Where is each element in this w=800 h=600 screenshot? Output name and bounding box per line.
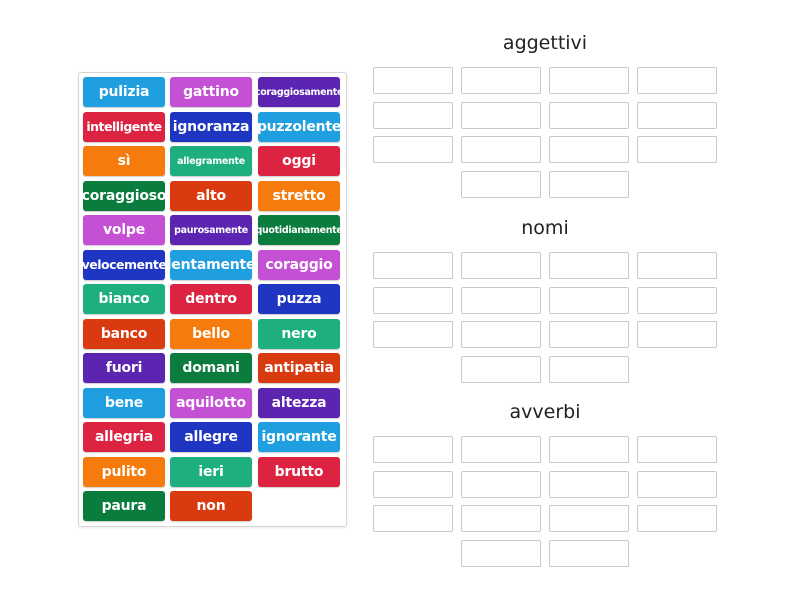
word-tile[interactable]: lentamente: [170, 249, 252, 280]
drop-slot[interactable]: [461, 252, 541, 279]
drop-slot[interactable]: [461, 286, 541, 314]
group-heading-aggettivi: aggettivi: [502, 32, 588, 54]
word-tile[interactable]: allegria: [83, 422, 165, 452]
word-tile[interactable]: gattino: [170, 77, 252, 107]
word-tile[interactable]: paura: [83, 491, 165, 521]
drop-slot[interactable]: [549, 539, 629, 567]
drop-slot[interactable]: [461, 355, 541, 383]
drop-slot[interactable]: [373, 321, 453, 348]
word-tile[interactable]: domani: [170, 353, 252, 383]
word-tile[interactable]: brutto: [258, 456, 340, 487]
drop-slot[interactable]: [637, 436, 717, 463]
word-tile[interactable]: volpe: [83, 215, 165, 245]
group-heading-avverbi: avverbi: [509, 401, 581, 423]
word-tile[interactable]: fuori: [83, 353, 165, 383]
word-tile[interactable]: non: [170, 491, 252, 521]
drop-slot[interactable]: [549, 436, 629, 463]
word-tile[interactable]: ignoranza: [170, 111, 252, 142]
drop-slot[interactable]: [549, 321, 629, 348]
word-tile[interactable]: ignorante: [258, 422, 340, 452]
drop-slot[interactable]: [549, 252, 629, 279]
word-tile[interactable]: paurosamente: [170, 215, 252, 245]
drop-slot[interactable]: [461, 321, 541, 348]
word-tile[interactable]: coraggioso: [83, 180, 165, 211]
word-tile[interactable]: coraggio: [258, 249, 340, 280]
word-tile[interactable]: nero: [258, 318, 340, 349]
word-tile[interactable]: quotidianamente: [258, 215, 340, 245]
drop-slot[interactable]: [461, 101, 541, 129]
drop-slot[interactable]: [461, 505, 541, 532]
word-tile[interactable]: velocemente: [83, 249, 165, 280]
drop-slot[interactable]: [637, 321, 717, 348]
word-tile[interactable]: bello: [170, 318, 252, 349]
word-tile[interactable]: intelligente: [83, 111, 165, 142]
group-heading-nomi: nomi: [521, 217, 569, 239]
word-tile[interactable]: bianco: [83, 284, 165, 314]
drop-slot[interactable]: [373, 505, 453, 532]
word-tray: [78, 72, 347, 527]
word-tile[interactable]: banco: [83, 318, 165, 349]
drop-slot[interactable]: [461, 67, 541, 94]
drop-slot[interactable]: [637, 286, 717, 314]
drop-slot[interactable]: [373, 101, 453, 129]
drop-slot[interactable]: [637, 505, 717, 532]
drop-slot[interactable]: [637, 101, 717, 129]
drop-slot[interactable]: [373, 286, 453, 314]
drop-slot[interactable]: [461, 539, 541, 567]
word-tile[interactable]: sì: [83, 146, 165, 176]
drop-slot[interactable]: [637, 470, 717, 498]
drop-slot[interactable]: [549, 67, 629, 94]
drop-slot[interactable]: [637, 136, 717, 163]
drop-slot[interactable]: [373, 136, 453, 163]
word-tile[interactable]: allegre: [170, 422, 252, 452]
word-tile[interactable]: ieri: [170, 456, 252, 487]
word-tile[interactable]: allegramente: [170, 146, 252, 176]
word-tile[interactable]: pulito: [83, 456, 165, 487]
word-tile[interactable]: stretto: [258, 180, 340, 211]
drop-slot[interactable]: [549, 101, 629, 129]
drop-slot[interactable]: [373, 436, 453, 463]
word-tile[interactable]: coraggiosamente: [258, 77, 340, 107]
drop-slot[interactable]: [373, 470, 453, 498]
drop-slot[interactable]: [549, 170, 629, 198]
word-tile[interactable]: pulizia: [83, 77, 165, 107]
drop-slot[interactable]: [637, 252, 717, 279]
word-tile[interactable]: altezza: [258, 387, 340, 418]
drop-slot[interactable]: [461, 470, 541, 498]
drop-slot[interactable]: [549, 286, 629, 314]
word-tile[interactable]: dentro: [170, 284, 252, 314]
drop-slot[interactable]: [637, 67, 717, 94]
word-tile[interactable]: aquilotto: [170, 387, 252, 418]
drop-slot[interactable]: [549, 470, 629, 498]
drop-slot[interactable]: [549, 136, 629, 163]
word-tile[interactable]: oggi: [258, 146, 340, 176]
drop-slot[interactable]: [549, 355, 629, 383]
drop-slot[interactable]: [549, 505, 629, 532]
word-tile[interactable]: puzza: [258, 284, 340, 314]
drop-slot[interactable]: [461, 136, 541, 163]
word-tile[interactable]: alto: [170, 180, 252, 211]
drop-slot[interactable]: [461, 170, 541, 198]
word-tile[interactable]: puzzolente: [258, 111, 340, 142]
drop-slot[interactable]: [373, 67, 453, 94]
word-tile[interactable]: antipatia: [258, 353, 340, 383]
word-tile[interactable]: bene: [83, 387, 165, 418]
drop-slot[interactable]: [373, 252, 453, 279]
drop-slot[interactable]: [461, 436, 541, 463]
